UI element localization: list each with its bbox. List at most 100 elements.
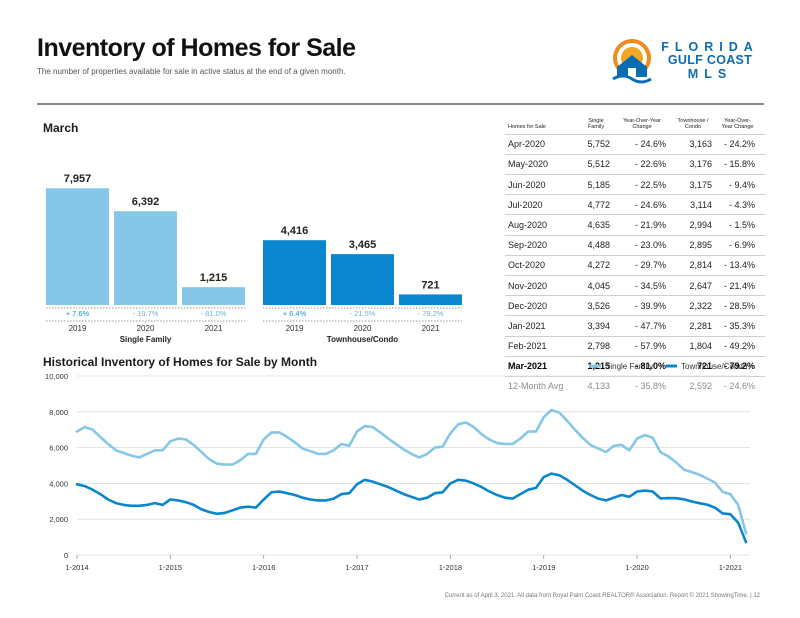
year-tick-label: 2021 (422, 324, 440, 333)
y-tick-label: 6,000 (49, 444, 68, 453)
table-cell: 2,895 (672, 234, 718, 256)
table-row: Dec-2020 3,526 - 39.9% 2,322 - 28.5% (505, 295, 765, 316)
series-line-townhouse-condo (75, 472, 748, 544)
table-cell: - 22.5% (616, 173, 672, 195)
yoy-change-label: + 7.6% (66, 309, 90, 318)
y-tick-label: 8,000 (49, 408, 68, 417)
table-cell: - 81.0% (616, 355, 672, 377)
table-cell: Apr-2020 (505, 133, 580, 155)
bar-2019 (263, 240, 326, 305)
table-cell: May-2020 (505, 153, 580, 175)
table-cell: - 9.4% (718, 173, 765, 195)
table-row: Nov-2020 4,045 - 34.5% 2,647 - 21.4% (505, 274, 765, 296)
table-cell: 3,114 (672, 194, 718, 215)
logo-line-1: FLORIDA (661, 40, 759, 54)
x-tick-label: 1-2014 (65, 563, 88, 572)
bar-chart-title: March (43, 121, 79, 135)
group-label: Single Family (120, 335, 172, 344)
table-cell: 4,772 (580, 194, 616, 215)
line-chart-title: Historical Inventory of Homes for Sale b… (43, 355, 318, 369)
page-title: Inventory of Homes for Sale (37, 34, 356, 62)
table-row: Oct-2020 4,272 - 29.7% 2,814 - 13.4% (505, 254, 765, 276)
table-cell: - 1.5% (718, 214, 765, 236)
table-cell: 4,635 (580, 214, 616, 236)
bar-2020 (114, 211, 177, 305)
table-cell: - 49.2% (718, 335, 765, 357)
year-tick-label: 2021 (205, 324, 223, 333)
table-cell: - 15.8% (718, 153, 765, 175)
table-row: May-2020 5,512 - 22.6% 3,176 - 15.8% (505, 153, 765, 175)
bar-2021 (399, 294, 462, 305)
table-row: Jul-2020 4,772 - 24.6% 3,114 - 4.3% (505, 194, 765, 215)
x-tick-label: 1-2020 (625, 563, 648, 572)
table-cell: 2,322 (672, 295, 718, 316)
y-tick-label: 4,000 (49, 479, 68, 488)
table-header-cell: Year-Over-Year Change (721, 118, 754, 131)
table-cell: - 57.9% (616, 335, 672, 357)
table-row: Jun-2020 5,185 - 22.5% 3,175 - 9.4% (505, 173, 765, 195)
table-header-row: Homes for Sale Single Family Year-Over-Y… (505, 118, 765, 134)
table-row: Feb-2021 2,798 - 57.9% 1,804 - 49.2% (505, 335, 765, 357)
table-cell: 3,394 (580, 315, 616, 336)
table-cell: Sep-2020 (505, 234, 580, 256)
legend-label: Townhouse/Condo (681, 362, 748, 371)
logo-line-3: MLS (687, 67, 733, 81)
series-line-single-family (75, 408, 748, 535)
y-tick-label: 2,000 (49, 515, 68, 524)
table-header-cell: Year-Over-Year Change (623, 118, 661, 131)
table-cell: - 47.7% (616, 315, 672, 336)
yoy-change-label: - 19.7% (133, 309, 159, 318)
table-cell: - 21.4% (718, 274, 765, 296)
table-cell: 5,185 (580, 173, 616, 195)
page-subtitle: The number of properties available for s… (37, 67, 346, 76)
table-cell: - 21.9% (616, 214, 672, 236)
table-header-cell: Single Family (587, 118, 605, 131)
table-header-cell: Homes for Sale (508, 124, 546, 131)
table-cell: Feb-2021 (505, 335, 580, 357)
table-cell: - 35.3% (718, 315, 765, 336)
table-cell: - 79.2% (718, 355, 765, 377)
table-header-cell: Townhouse / Condo (677, 118, 709, 131)
table-cell: 5,752 (580, 133, 616, 155)
table-row: Sep-2020 4,488 - 23.0% 2,895 - 6.9% (505, 234, 765, 256)
march-bar-chart: 7,957 + 7.6% 2019 6,392 - 19.7% 2020 1,215 - 81… (46, 173, 462, 344)
table-row: Jan-2021 3,394 - 47.7% 2,281 - 35.3% (505, 315, 765, 336)
table-cell: Jan-2021 (505, 315, 580, 336)
bar-2021 (182, 287, 245, 305)
table-row: Aug-2020 4,635 - 21.9% 2,994 - 1.5% (505, 214, 765, 236)
logo-line-2: GULF COAST (667, 53, 753, 67)
table-cell: - 24.6% (616, 133, 672, 155)
yoy-change-label: - 81.0% (201, 309, 227, 318)
table-cell: 1,804 (672, 335, 718, 357)
table-cell: 2,281 (672, 315, 718, 336)
table-cell: Dec-2020 (505, 295, 580, 316)
yoy-change-label: - 21.5% (350, 309, 376, 318)
table-cell: - 35.8% (616, 375, 672, 397)
table-cell: 721 (672, 355, 718, 377)
yoy-change-label: + 6.4% (283, 309, 307, 318)
header-divider (37, 103, 764, 105)
x-tick-label: 1-2019 (532, 563, 555, 572)
bar-2019 (46, 188, 109, 305)
table-cell: - 24.6% (718, 375, 765, 397)
table-row-12-month-avg: 12-Month Avg 4,133 - 35.8% 2,592 - 24.6% (505, 375, 765, 397)
table-cell: 3,176 (672, 153, 718, 175)
table-cell: - 6.9% (718, 234, 765, 256)
year-tick-label: 2020 (137, 324, 155, 333)
x-tick-label: 1-2021 (719, 563, 742, 572)
table-cell: 5,512 (580, 153, 616, 175)
y-tick-label: 10,000 (45, 372, 68, 381)
x-tick-label: 1-2015 (159, 563, 182, 572)
table-cell: 3,163 (672, 133, 718, 155)
table-cell: 2,592 (672, 375, 718, 397)
table-cell: 4,045 (580, 274, 616, 296)
bar-2020 (331, 254, 394, 305)
table-cell: 3,526 (580, 295, 616, 316)
table-cell: - 29.7% (616, 254, 672, 276)
historical-inventory-line-chart: 0 2,000 4,000 6,000 8,000 10,000 1-2014 1-2015 1… (45, 362, 750, 572)
table-cell: Jun-2020 (505, 173, 580, 195)
table-cell: 12-Month Avg (505, 375, 580, 397)
group-label: Townhouse/Condo (327, 335, 399, 344)
table-cell: Nov-2020 (505, 274, 580, 296)
table-cell: - 28.5% (718, 295, 765, 316)
